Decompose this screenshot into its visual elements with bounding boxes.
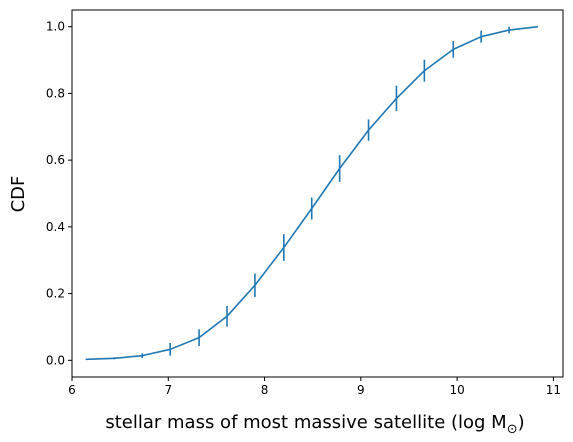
x-axis-label-main: stellar mass of most massive satellite (…: [105, 412, 506, 433]
y-tick-label-2: 0.4: [46, 220, 65, 234]
x-tick-label-0: 6: [68, 383, 76, 397]
x-axis-label-subscript: ⊙: [507, 422, 518, 437]
x-axis-label-suffix: ): [518, 412, 525, 433]
x-tick-label-2: 8: [261, 383, 269, 397]
x-tick-label-1: 7: [164, 383, 172, 397]
x-axis-label: stellar mass of most massive satellite (…: [105, 412, 524, 437]
x-tick-label-4: 10: [449, 383, 464, 397]
axis-ticks: 6 7 8 9 10 11 0.0 0.2 0.4 0.6 0.8 1.0: [46, 20, 561, 397]
chart-marks: [85, 25, 539, 361]
y-tick-label-3: 0.6: [46, 153, 65, 167]
y-tick-label-1: 0.2: [46, 287, 65, 301]
plot-frame: [71, 9, 564, 378]
y-axis-label: CDF: [8, 176, 29, 213]
x-tick-label-3: 9: [357, 383, 365, 397]
y-tick-label-5: 1.0: [46, 20, 65, 34]
y-tick-label-4: 0.8: [46, 86, 65, 100]
plot-area: [72, 10, 563, 377]
x-tick-label-5: 11: [546, 383, 561, 397]
y-tick-label-0: 0.0: [46, 353, 65, 367]
